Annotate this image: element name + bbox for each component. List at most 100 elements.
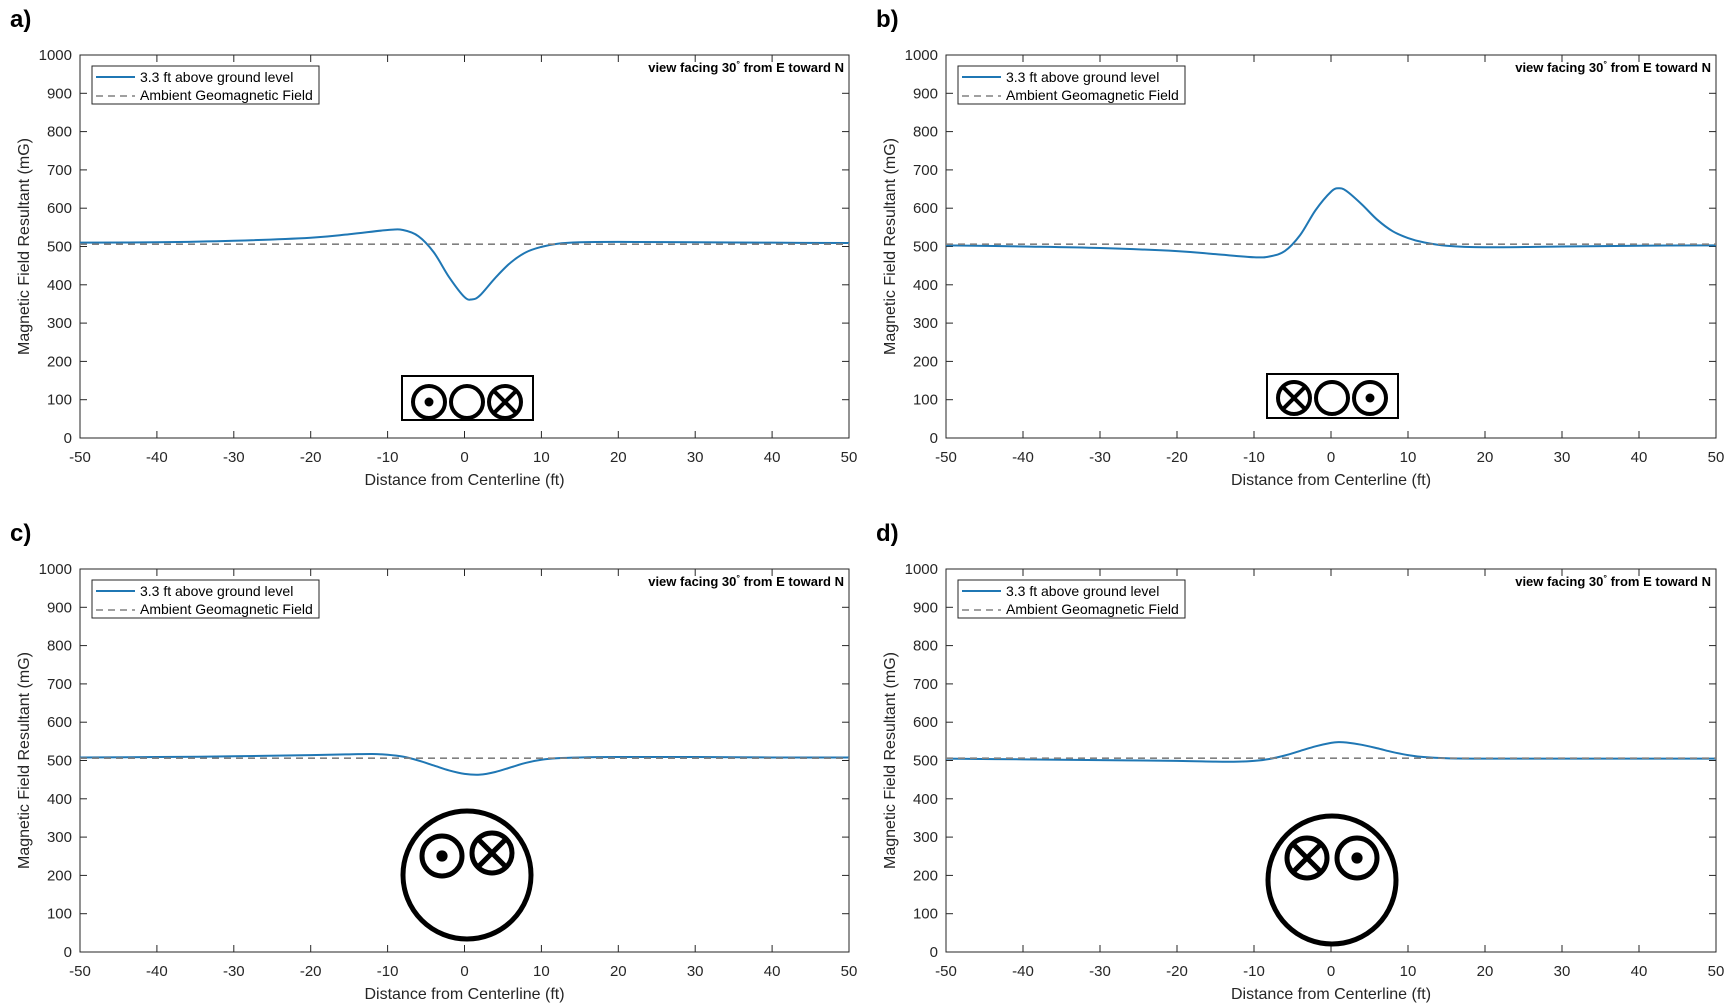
view-orientation-note: view facing 30° from E toward N [648, 573, 844, 589]
conductor-out-icon [419, 833, 465, 879]
y-tick-label: 300 [913, 315, 938, 332]
y-tick-label: 300 [47, 829, 72, 846]
y-tick-label: 200 [913, 867, 938, 884]
legend-box [91, 579, 320, 619]
conductor-ring [449, 384, 485, 420]
x-tick-label: 10 [1400, 449, 1417, 466]
current-in-cross [477, 838, 507, 868]
legend-label-ambient: Ambient Geomagnetic Field [140, 87, 313, 103]
x-tick-label: 10 [533, 449, 550, 466]
panel-label: c) [10, 520, 31, 547]
conductor-inset [1266, 373, 1399, 419]
legend-label-ambient: Ambient Geomagnetic Field [1006, 87, 1179, 103]
field-line-3.3ft [946, 187, 1716, 259]
x-tick-label: -40 [1012, 963, 1034, 980]
view-note-degree: ° [1603, 573, 1607, 583]
y-tick-label: 200 [47, 867, 72, 884]
y-tick-label: 800 [47, 124, 72, 141]
panel-label: b) [876, 6, 899, 33]
field-line-3.3ft [80, 228, 849, 301]
y-tick-label: 0 [64, 430, 72, 447]
y-axis-title: Magnetic Field Resultant (mG) [882, 652, 899, 869]
y-tick-label: 500 [47, 239, 72, 256]
y-tick-label: 400 [47, 277, 72, 294]
x-tick-label: -30 [1089, 963, 1111, 980]
chart-panel-b: b)-50 -40 -30 -20 -10 0 10 20 30 40 50010020030040… [876, 6, 1724, 489]
conductor-out-icon [1334, 835, 1380, 881]
x-tick-label: 50 [841, 449, 858, 466]
y-tick-label: 800 [913, 124, 938, 141]
panel-label: d) [876, 520, 899, 547]
x-tick-label: 30 [1554, 963, 1571, 980]
x-tick-label: 20 [610, 963, 627, 980]
y-tick-label: 300 [47, 315, 72, 332]
current-out-dot [436, 850, 448, 862]
x-tick-label: -20 [300, 449, 322, 466]
x-tick-label: 10 [1400, 963, 1417, 980]
current-in-cross [1292, 843, 1322, 873]
y-tick-label: 800 [47, 638, 72, 655]
conductor-ring [1314, 380, 1350, 416]
y-tick-label: 700 [47, 162, 72, 179]
y-tick-label: 1000 [39, 47, 72, 64]
y-tick-label: 800 [913, 638, 938, 655]
conductor-in-icon [1276, 380, 1312, 416]
y-tick-label: 100 [47, 906, 72, 923]
legend-label-field: 3.3 ft above ground level [140, 583, 293, 599]
x-tick-label: 30 [1554, 449, 1571, 466]
conductor-empty-icon [1314, 380, 1350, 416]
x-axis-title: Distance from Centerline (ft) [364, 472, 564, 489]
y-tick-label: 1000 [905, 47, 938, 64]
view-orientation-note: view facing 30° from E toward N [1515, 59, 1711, 75]
x-tick-label: 40 [1631, 963, 1648, 980]
y-tick-label: 700 [47, 676, 72, 693]
y-tick-label: 500 [47, 753, 72, 770]
panel-label: a) [10, 6, 31, 33]
x-tick-label: 20 [1477, 449, 1494, 466]
x-tick-label: -30 [1089, 449, 1111, 466]
view-note-suffix: from E toward N [1607, 574, 1711, 589]
x-tick-label: -20 [300, 963, 322, 980]
x-tick-label: 30 [687, 449, 704, 466]
y-tick-label: 100 [47, 392, 72, 409]
view-note-suffix: from E toward N [1607, 60, 1711, 75]
y-tick-label: 200 [913, 353, 938, 370]
x-tick-label: 50 [841, 963, 858, 980]
x-axis-title: Distance from Centerline (ft) [1231, 986, 1431, 1003]
conductor-out-icon [1352, 380, 1388, 416]
conductor-in-icon [1284, 835, 1330, 881]
x-tick-label: -10 [377, 449, 399, 466]
y-tick-label: 100 [913, 392, 938, 409]
y-tick-label: 400 [913, 791, 938, 808]
y-tick-label: 300 [913, 829, 938, 846]
y-tick-label: 500 [913, 239, 938, 256]
y-tick-label: 900 [913, 599, 938, 616]
x-axis-title: Distance from Centerline (ft) [1231, 472, 1431, 489]
y-tick-label: 1000 [39, 561, 72, 578]
conductor-in-icon [487, 384, 523, 420]
current-in-cross [1282, 386, 1306, 410]
conductor-out-icon [411, 384, 447, 420]
y-tick-label: 600 [47, 200, 72, 217]
legend-box [957, 65, 1186, 105]
x-tick-label: -20 [1166, 449, 1188, 466]
y-tick-label: 400 [47, 791, 72, 808]
legend-label-field: 3.3 ft above ground level [1006, 69, 1159, 85]
x-tick-label: 20 [1477, 963, 1494, 980]
view-note-prefix: view facing 30 [1515, 574, 1603, 589]
y-axis-title: Magnetic Field Resultant (mG) [16, 138, 33, 355]
chart-panel-d: d)-50 -40 -30 -20 -10 0 10 20 30 40 50010020030040… [876, 520, 1724, 1003]
view-note-degree: ° [736, 59, 740, 69]
y-tick-label: 1000 [905, 561, 938, 578]
current-out-dot [1365, 393, 1375, 403]
x-tick-label: 40 [764, 963, 781, 980]
x-tick-label: -40 [1012, 449, 1034, 466]
x-tick-label: -10 [377, 963, 399, 980]
legend: 3.3 ft above ground level Ambient Geomagn… [957, 65, 1186, 105]
y-tick-label: 700 [913, 162, 938, 179]
y-tick-label: 0 [930, 430, 938, 447]
y-tick-label: 600 [47, 714, 72, 731]
y-tick-label: 0 [930, 944, 938, 961]
x-axis-title: Distance from Centerline (ft) [364, 986, 564, 1003]
y-tick-label: 900 [47, 85, 72, 102]
